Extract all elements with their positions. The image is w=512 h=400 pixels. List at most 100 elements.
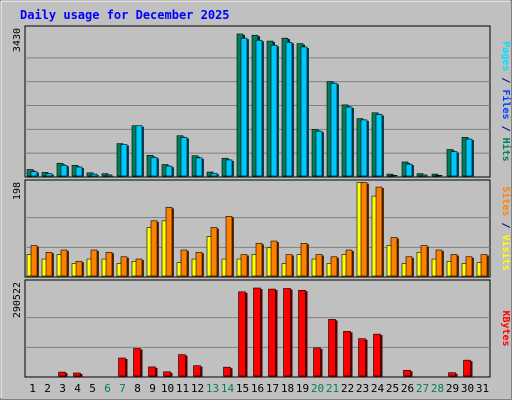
x-tick-label: 2 [44, 382, 51, 395]
x-tick-label: 1 [29, 382, 36, 395]
bar-sites-day-6 [105, 251, 113, 277]
bar-sites-day-11 [180, 249, 188, 277]
bar-pages-day-26 [405, 163, 413, 177]
x-tick-label: 23 [356, 382, 369, 395]
bar-sites-day-13 [210, 227, 218, 277]
bar-kbytes-day-12 [193, 365, 201, 377]
bar-kbytes-day-4 [73, 372, 81, 377]
bar-sites-day-31 [480, 254, 488, 277]
bar-kbytes-day-23 [358, 338, 366, 377]
bar-pages-day-16 [255, 39, 263, 177]
bar-sites-day-25 [390, 237, 398, 277]
x-tick-label: 14 [221, 382, 235, 395]
bar-pages-day-19 [300, 46, 308, 177]
bar-pages-day-14 [225, 159, 233, 177]
side-legend: Sites / Visits [500, 186, 512, 270]
y-max-label: 198 [12, 182, 23, 200]
bar-kbytes-day-8 [133, 348, 141, 377]
x-tick-label: 4 [74, 382, 81, 395]
bar-pages-day-7 [120, 144, 128, 177]
bar-pages-day-30 [465, 138, 473, 177]
x-tick-label: 13 [206, 382, 219, 395]
bar-sites-day-15 [240, 254, 248, 277]
legend-part: Hits [500, 138, 512, 162]
bar-pages-day-10 [165, 165, 173, 177]
bar-pages-day-21 [330, 82, 338, 177]
x-tick-label: 24 [371, 382, 385, 395]
chart-title: Daily usage for December 2025 [20, 8, 230, 22]
bar-sites-day-16 [255, 242, 263, 277]
bar-sites-day-12 [195, 251, 203, 277]
bar-sites-day-14 [225, 216, 233, 277]
bar-sites-day-4 [75, 260, 83, 277]
x-tick-label: 6 [104, 382, 111, 395]
x-tick-label: 28 [431, 382, 444, 395]
x-tick-label: 27 [416, 382, 429, 395]
bar-pages-day-3 [60, 165, 68, 177]
panel-visits-sites: 198 Sites / Visits [12, 179, 512, 278]
bar-kbytes-day-10 [163, 371, 171, 377]
bar-kbytes-day-26 [403, 369, 411, 377]
bar-sites-day-5 [90, 249, 98, 277]
bar-pages-day-18 [285, 42, 293, 177]
x-tick-label: 26 [401, 382, 414, 395]
bar-sites-day-7 [120, 256, 128, 277]
bar-pages-day-24 [375, 114, 383, 177]
bar-pages-day-17 [270, 44, 278, 177]
panel-kbytes: 290522 KBytes [12, 279, 511, 378]
legend-part: / [500, 71, 511, 89]
bar-sites-day-23 [360, 182, 368, 277]
bar-sites-day-18 [285, 254, 293, 277]
bar-kbytes-day-29 [448, 372, 456, 377]
bar-pages-day-11 [180, 137, 188, 177]
bar-sites-day-9 [150, 220, 158, 277]
x-tick-label: 7 [119, 382, 126, 395]
bar-sites-day-26 [405, 256, 413, 277]
bar-sites-day-8 [135, 258, 143, 277]
bar-pages-day-28 [435, 175, 443, 177]
bar-sites-day-1 [30, 245, 38, 277]
x-tick-label: 17 [266, 382, 279, 395]
bar-sites-day-19 [300, 242, 308, 277]
bar-sites-day-30 [465, 256, 473, 277]
bar-pages-day-8 [135, 125, 143, 177]
bar-shadow [422, 175, 429, 177]
bar-shadow [107, 175, 114, 177]
panel-pages-files-hits: 3430 Pages / Files / Hits [12, 25, 512, 178]
bar-kbytes-day-3 [58, 371, 66, 377]
x-tick-label: 8 [134, 382, 141, 395]
y-max-label: 290522 [12, 282, 23, 318]
x-tick-label: 29 [446, 382, 459, 395]
bar-pages-day-15 [240, 37, 248, 177]
bar-pages-day-9 [150, 157, 158, 177]
bar-kbytes-day-16 [253, 287, 261, 377]
bar-kbytes-day-30 [463, 359, 471, 377]
bar-kbytes-day-17 [268, 288, 276, 377]
bar-kbytes-day-18 [283, 288, 291, 377]
x-tick-label: 25 [386, 382, 399, 395]
bar-pages-day-5 [90, 173, 98, 177]
bar-kbytes-day-22 [343, 331, 351, 377]
bar-sites-day-20 [315, 254, 323, 277]
bar-sites-day-22 [345, 249, 353, 277]
bar-pages-day-29 [450, 151, 458, 177]
bar-kbytes-day-19 [298, 290, 306, 377]
bar-pages-day-4 [75, 166, 83, 177]
legend-part: KBytes [500, 310, 511, 346]
bar-pages-day-23 [360, 119, 368, 177]
x-tick-label: 9 [149, 382, 156, 395]
x-tick-label: 20 [311, 382, 324, 395]
bar-sites-day-2 [45, 251, 53, 277]
side-legend: Pages / Files / Hits [500, 41, 512, 161]
x-tick-label: 19 [296, 382, 309, 395]
x-tick-label: 30 [461, 382, 474, 395]
bar-pages-day-1 [30, 171, 38, 177]
legend-part: Files [500, 89, 512, 119]
x-tick-label: 16 [251, 382, 264, 395]
legend-part: Pages [500, 41, 511, 71]
bar-pages-day-2 [45, 173, 53, 177]
bar-pages-day-25 [390, 175, 398, 177]
bar-pages-day-12 [195, 157, 203, 177]
bar-sites-day-21 [330, 256, 338, 277]
